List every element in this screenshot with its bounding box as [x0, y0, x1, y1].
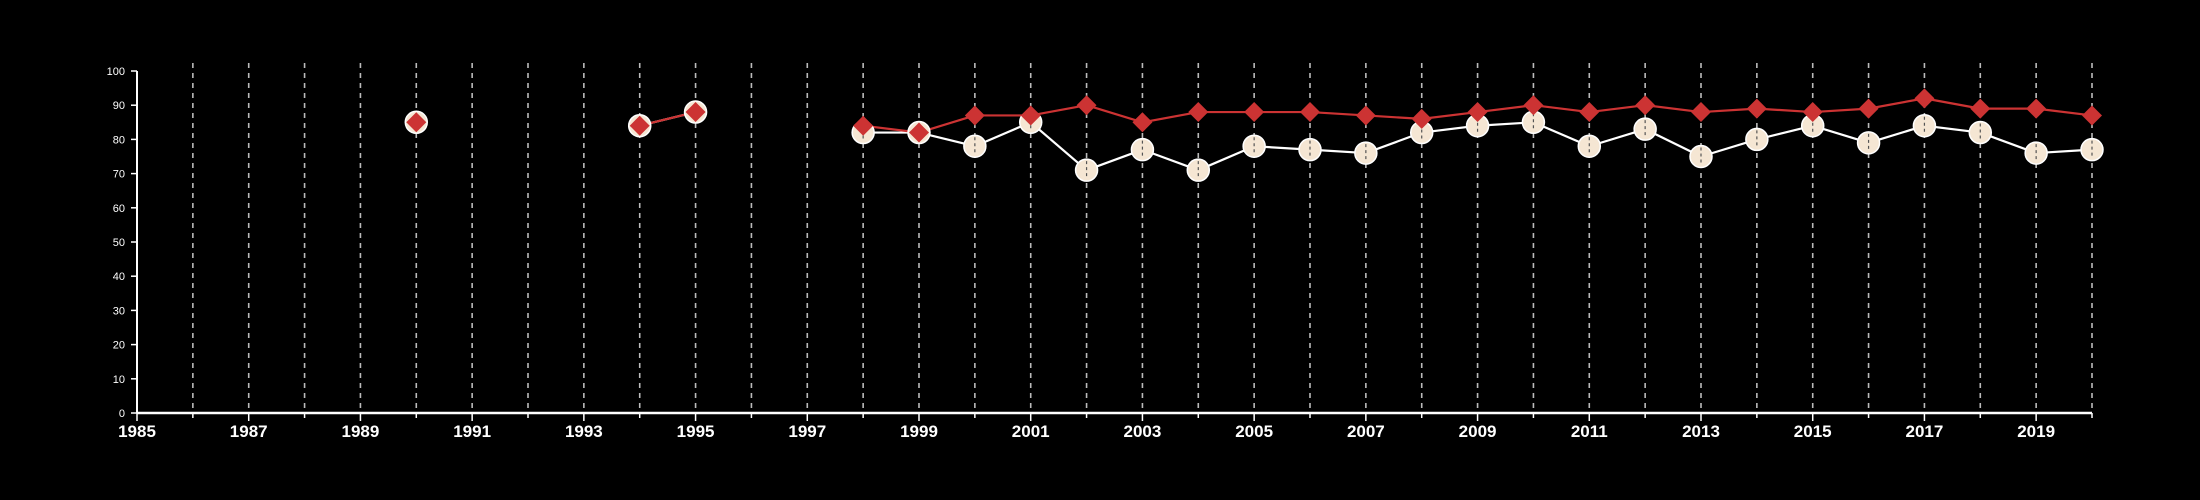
series-1-segment-2010: [1477, 104, 1534, 114]
series-1-point-2012: [1635, 95, 1656, 116]
series-1-point-1995: [685, 102, 706, 123]
y-tick-label-80: 80: [113, 134, 125, 146]
y-tick-label-70: 70: [113, 169, 125, 181]
series-1-point-2019: [2026, 98, 2047, 119]
y-tick-label-30: 30: [113, 305, 125, 317]
x-tick-label-2015: 2015: [1794, 422, 1832, 441]
series-1-point-1999: [909, 122, 929, 143]
series-1-segment-2012: [1589, 104, 1646, 114]
y-tick-label-20: 20: [113, 340, 125, 352]
x-tick-label-2013: 2013: [1682, 422, 1720, 441]
y-tick-label-10: 10: [113, 374, 125, 386]
series-1-point-2003: [1132, 112, 1153, 133]
series-1-point-2002: [1076, 95, 1097, 116]
series-1-point-2007: [1355, 105, 1376, 126]
series-1-segment-2002: [1030, 104, 1087, 117]
x-tick-label-2009: 2009: [1459, 422, 1497, 441]
series-1-point-2001: [1020, 105, 1041, 126]
series-1-point-2020: [2082, 105, 2102, 126]
x-tick-label-1985: 1985: [118, 422, 156, 441]
series-1-point-1990: [406, 112, 427, 133]
series-1-point-2011: [1579, 102, 1600, 123]
series-1-segment-2013: [1645, 104, 1702, 114]
series-0-segment-2002: [1029, 121, 1088, 172]
series-1-point-2009: [1467, 102, 1488, 123]
y-tick-label-0: 0: [119, 408, 125, 420]
series-1-point-2015: [1802, 102, 1823, 123]
y-tick-label-100: 100: [107, 66, 125, 78]
series-1-segment-2004: [1142, 110, 1199, 124]
series-1-point-2016: [1858, 98, 1879, 119]
x-tick-label-2003: 2003: [1124, 422, 1162, 441]
x-tick-label-1991: 1991: [453, 422, 491, 441]
x-tick-label-1999: 1999: [900, 422, 938, 441]
x-tick-label-1997: 1997: [788, 422, 826, 441]
series-1-point-2010: [1523, 95, 1544, 116]
vertical-grid: [192, 63, 2093, 413]
series-1-segment-2003: [1086, 104, 1143, 124]
series-1-point-2013: [1691, 102, 1711, 123]
series-1-point-2018: [1970, 98, 1991, 119]
x-tick-label-2005: 2005: [1235, 422, 1273, 441]
x-axis: 1985 1987 1989 1991 1993 1995 1997 1999 2001 2003…: [118, 411, 2093, 441]
x-tick-label-1995: 1995: [677, 422, 715, 441]
series-layer: [404, 88, 2104, 182]
series-1-segment-2018: [1924, 97, 1981, 110]
series-1-point-2005: [1244, 102, 1265, 123]
x-tick-label-2001: 2001: [1012, 422, 1050, 441]
y-tick-label-40: 40: [113, 271, 125, 283]
x-tick-label-2017: 2017: [1906, 422, 1944, 441]
series-1-point-2004: [1188, 102, 1209, 123]
series-1-point-2014: [1746, 98, 1767, 119]
x-tick-label-1993: 1993: [565, 422, 603, 441]
series-1-segment-2017: [1868, 97, 1925, 110]
y-tick-label-50: 50: [113, 237, 125, 249]
y-tick-label-60: 60: [113, 203, 125, 215]
x-tick-label-2019: 2019: [2017, 422, 2055, 441]
x-tick-label-1987: 1987: [230, 422, 268, 441]
series-1-point-2008: [1411, 108, 1432, 129]
y-axis: 0 10 20 30 40 50 60 70 80 90 100: [107, 66, 138, 420]
series-1-point-2017: [1914, 88, 1935, 109]
series-1-segment-2009: [1421, 110, 1478, 120]
series-1-point-2000: [964, 105, 985, 126]
x-tick-label-2007: 2007: [1347, 422, 1385, 441]
series-1-point-1994: [629, 115, 650, 136]
x-tick-label-2011: 2011: [1571, 422, 1608, 441]
series-1-segment-2020: [2036, 107, 2093, 117]
x-tick-label-1989: 1989: [342, 422, 380, 441]
series-1-point-2006: [1300, 102, 1320, 123]
series-1-point-1998: [853, 115, 874, 136]
y-tick-label-90: 90: [113, 100, 125, 112]
series-1-segment-2011: [1533, 104, 1590, 114]
